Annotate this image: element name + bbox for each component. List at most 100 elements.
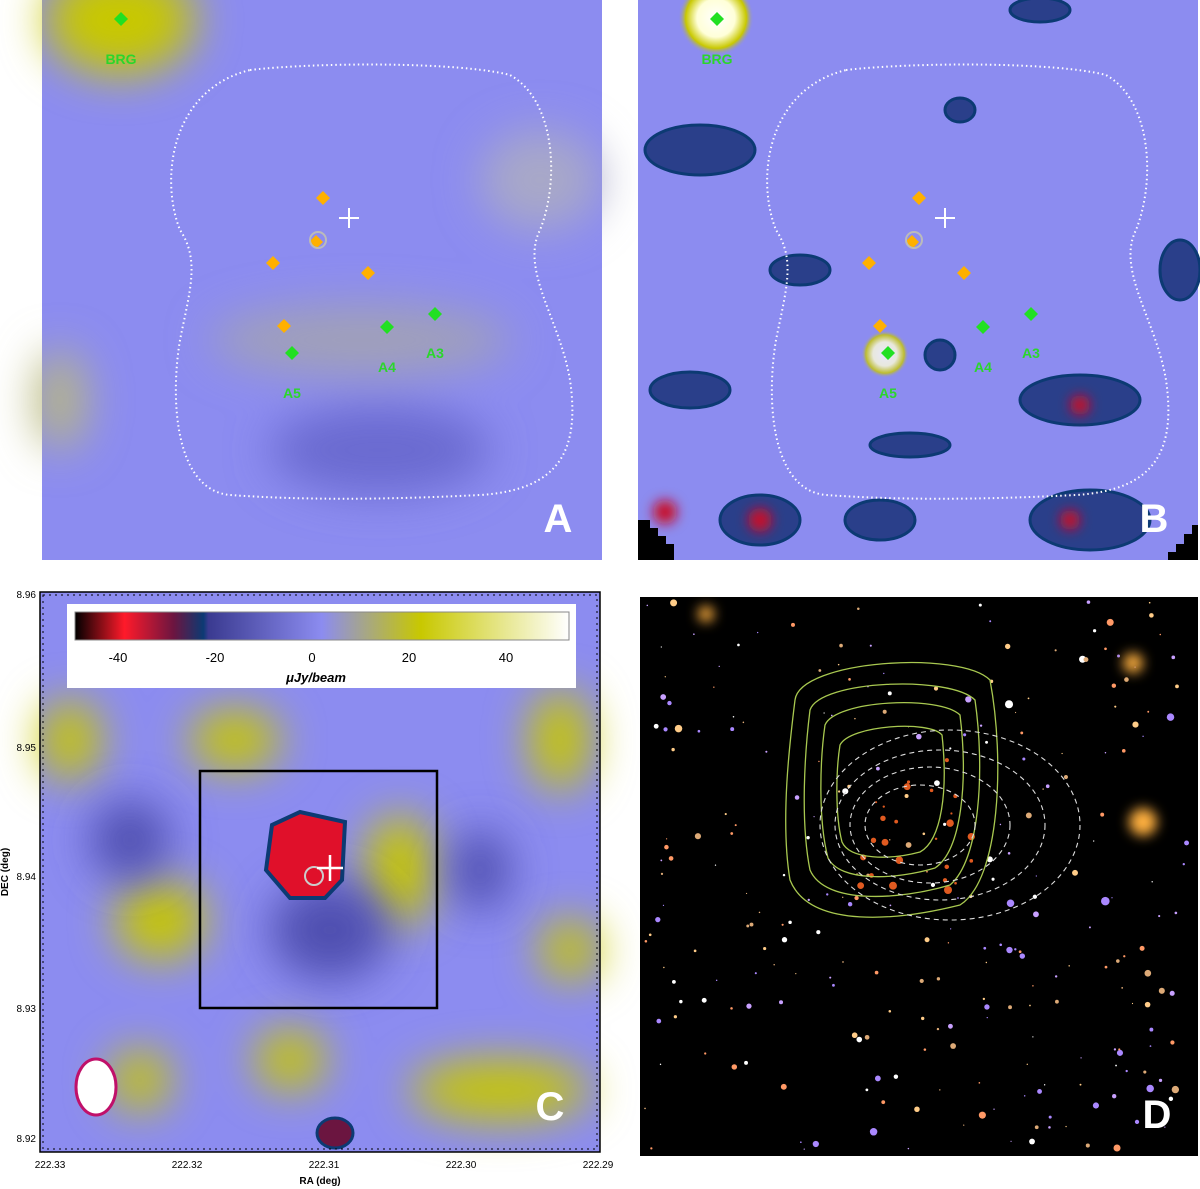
galaxy — [950, 928, 952, 930]
galaxy — [854, 717, 856, 720]
galaxy — [758, 911, 761, 914]
galaxy — [1063, 774, 1069, 780]
galaxy — [1121, 986, 1124, 989]
galaxy — [978, 603, 982, 607]
galaxy — [1079, 1083, 1082, 1086]
galaxy — [1170, 1040, 1175, 1045]
galaxy — [1004, 643, 1011, 650]
galaxy — [754, 972, 757, 975]
galaxy — [1092, 1102, 1100, 1109]
galaxy — [1111, 897, 1113, 899]
galaxy — [889, 904, 892, 907]
galaxy — [1121, 749, 1126, 753]
source-label: A5 — [879, 385, 897, 401]
source-label: A3 — [426, 345, 444, 361]
galaxy — [1111, 683, 1117, 688]
cluster-galaxy — [944, 886, 952, 894]
centroid-circle — [905, 231, 923, 249]
galaxy — [1158, 987, 1165, 994]
y-tick-label: 8.95 — [17, 743, 37, 754]
galaxy — [1006, 946, 1013, 954]
galaxy — [730, 832, 734, 835]
galaxy — [950, 1043, 957, 1049]
panel-d — [640, 597, 1198, 1156]
galaxy — [983, 946, 987, 950]
galaxy — [985, 740, 989, 744]
galaxy — [1158, 1078, 1163, 1083]
galaxy — [963, 733, 967, 737]
galaxy — [978, 1111, 986, 1119]
galaxy — [842, 788, 849, 795]
galaxy — [1104, 752, 1107, 754]
galaxy — [921, 1016, 925, 1021]
cluster-galaxy — [894, 819, 899, 824]
galaxy — [823, 712, 825, 714]
galaxy — [1048, 1126, 1051, 1129]
diamond-marker — [912, 191, 926, 205]
galaxy — [1043, 1084, 1046, 1086]
colorbar-tick-label: 0 — [308, 650, 315, 665]
galaxy — [991, 877, 995, 881]
galaxy — [887, 691, 892, 696]
galaxy — [893, 1074, 899, 1079]
galaxy — [979, 724, 983, 727]
galaxy — [679, 999, 683, 1004]
galaxy — [874, 970, 879, 975]
colorbar-tick-label: -40 — [109, 650, 128, 665]
galaxy — [648, 933, 652, 937]
centroid-circle — [309, 231, 327, 249]
galaxy — [672, 979, 676, 984]
galaxy — [999, 823, 1002, 826]
cluster-galaxy — [944, 864, 950, 870]
galaxy — [806, 835, 810, 840]
galaxy — [830, 714, 833, 717]
galaxy — [1123, 955, 1126, 958]
galaxy — [930, 882, 936, 887]
panel-b — [638, 0, 1200, 560]
galaxy — [857, 607, 860, 611]
galaxy — [1010, 1140, 1012, 1142]
galaxy — [1061, 752, 1063, 755]
galaxy — [986, 1016, 988, 1019]
galaxy — [869, 644, 872, 647]
galaxy — [1147, 710, 1150, 713]
panel-label: B — [1140, 497, 1169, 541]
galaxy — [662, 904, 665, 906]
galaxy — [646, 604, 649, 607]
galaxy — [1148, 601, 1151, 604]
galaxy — [883, 672, 885, 675]
cluster-galaxy — [889, 881, 897, 890]
galaxy — [694, 833, 702, 840]
diamond-marker — [114, 12, 128, 26]
galaxy — [1054, 649, 1057, 652]
x-axis-label: RA (deg) — [299, 1176, 340, 1187]
galaxy — [660, 872, 664, 876]
galaxy — [1083, 657, 1089, 663]
galaxy — [965, 696, 972, 703]
galaxy — [1131, 1002, 1134, 1005]
galaxy — [993, 1108, 995, 1110]
galaxy — [1116, 959, 1120, 963]
galaxy — [1045, 784, 1050, 789]
galaxy — [731, 1064, 738, 1070]
galaxy — [813, 816, 815, 818]
galaxy — [837, 663, 840, 666]
galaxy — [1085, 1143, 1090, 1148]
galaxy — [1115, 1064, 1117, 1067]
galaxy — [949, 747, 952, 750]
galaxy — [812, 1140, 819, 1148]
galaxy — [674, 724, 683, 733]
cluster-galaxy — [944, 758, 949, 763]
galaxy — [1037, 1089, 1042, 1094]
galaxy — [957, 897, 959, 899]
galaxy — [1034, 1125, 1039, 1130]
galaxy — [788, 920, 792, 925]
galaxy — [1035, 875, 1037, 877]
x-tick-label: 222.30 — [446, 1160, 477, 1171]
galaxy — [1132, 721, 1139, 728]
galaxy — [1139, 945, 1145, 951]
galaxy — [737, 643, 740, 647]
x-tick-label: 222.31 — [309, 1160, 340, 1171]
galaxy — [876, 766, 880, 771]
cluster-galaxy — [950, 812, 953, 815]
